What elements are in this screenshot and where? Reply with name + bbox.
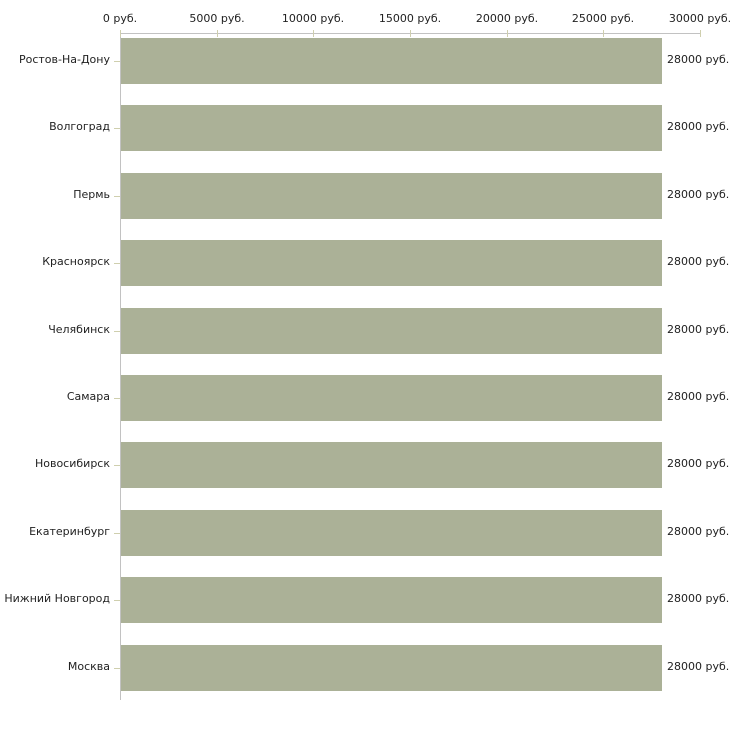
category-label: Новосибирск: [34, 457, 110, 470]
x-axis-tick-label: 15000 руб.: [378, 12, 442, 25]
category-label: Москва: [67, 660, 110, 673]
x-axis-tick-label: 5000 руб.: [189, 12, 245, 25]
value-label: 28000 руб.: [667, 592, 730, 605]
category-label: Екатеринбург: [29, 525, 110, 538]
value-label: 28000 руб.: [667, 457, 730, 470]
x-axis-tick-mark: [603, 30, 604, 37]
category-label: Ростов-На-Дону: [18, 53, 110, 66]
bar: [121, 442, 662, 488]
x-axis-tick-mark: [120, 30, 121, 37]
category-label: Волгоград: [49, 120, 110, 133]
value-label: 28000 руб.: [667, 188, 730, 201]
y-axis-tick-mark: [114, 196, 120, 197]
x-axis-tick-label: 25000 руб.: [571, 12, 635, 25]
x-axis-tick-label: 10000 руб.: [281, 12, 345, 25]
value-label: 28000 руб.: [667, 323, 730, 336]
x-axis-tick-mark: [700, 30, 701, 37]
bar: [121, 645, 662, 691]
x-axis-tick-label: 30000 руб.: [668, 12, 730, 25]
x-axis-tick-mark: [507, 30, 508, 37]
y-axis-tick-mark: [114, 465, 120, 466]
y-axis-tick-mark: [114, 600, 120, 601]
x-axis-tick-mark: [217, 30, 218, 37]
value-label: 28000 руб.: [667, 660, 730, 673]
bar: [121, 38, 662, 84]
y-axis-tick-mark: [114, 263, 120, 264]
bar: [121, 510, 662, 556]
category-label: Челябинск: [48, 323, 110, 336]
value-label: 28000 руб.: [667, 255, 730, 268]
x-axis-tick-mark: [410, 30, 411, 37]
y-axis-line: [120, 33, 121, 700]
value-label: 28000 руб.: [667, 120, 730, 133]
y-axis-tick-mark: [114, 61, 120, 62]
value-label: 28000 руб.: [667, 53, 730, 66]
category-label: Пермь: [73, 188, 110, 201]
y-axis-tick-mark: [114, 533, 120, 534]
category-label: Самара: [66, 390, 110, 403]
x-axis-tick-mark: [313, 30, 314, 37]
y-axis-tick-mark: [114, 668, 120, 669]
y-axis-tick-mark: [114, 398, 120, 399]
bar: [121, 577, 662, 623]
value-label: 28000 руб.: [667, 390, 730, 403]
y-axis-tick-mark: [114, 331, 120, 332]
x-axis-tick-label: 0 руб.: [102, 12, 138, 25]
bar: [121, 240, 662, 286]
x-axis-tick-label: 20000 руб.: [475, 12, 539, 25]
category-label: Красноярск: [42, 255, 110, 268]
bar: [121, 173, 662, 219]
bar: [121, 105, 662, 151]
bar: [121, 375, 662, 421]
y-axis-tick-mark: [114, 128, 120, 129]
category-label: Нижний Новгород: [4, 592, 110, 605]
value-label: 28000 руб.: [667, 525, 730, 538]
bar: [121, 308, 662, 354]
